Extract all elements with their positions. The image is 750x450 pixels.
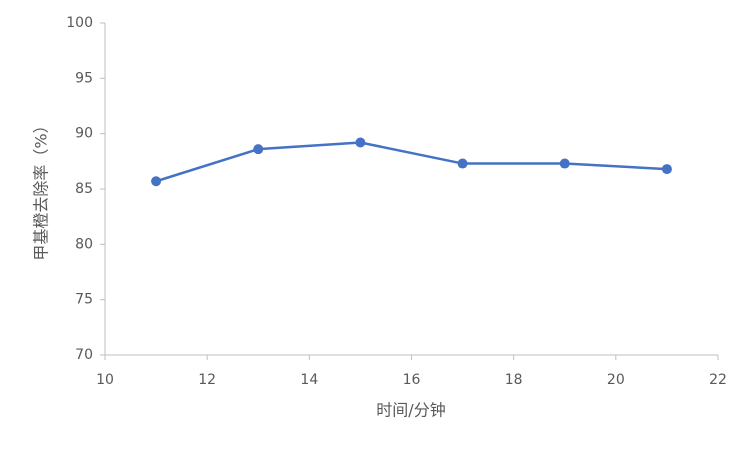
x-axis-label: 时间/分钟 [376,401,445,420]
y-tick-label: 85 [75,181,93,197]
x-tick-label: 14 [300,372,318,388]
y-axis-label: 甲基橙去除率（%） [32,117,51,260]
y-tick-label: 100 [66,15,93,31]
y-tick-label: 90 [75,126,93,142]
marker [151,176,162,187]
marker [457,158,468,169]
line [155,141,667,183]
x-tick-label: 18 [505,372,523,388]
y-tick-label: 75 [75,292,93,308]
y-tick-label: 70 [75,347,93,363]
x-tick-label: 16 [403,372,421,388]
x-tick-label: 12 [198,372,216,388]
marker [559,158,570,169]
marker [253,144,264,155]
marker [355,137,366,148]
x-tick-label: 10 [96,372,114,388]
x-tick-label: 20 [607,372,625,388]
x-tick-label: 22 [709,372,727,388]
marker [661,164,672,175]
y-tick-label: 80 [75,236,93,252]
y-tick-label: 95 [75,70,93,86]
